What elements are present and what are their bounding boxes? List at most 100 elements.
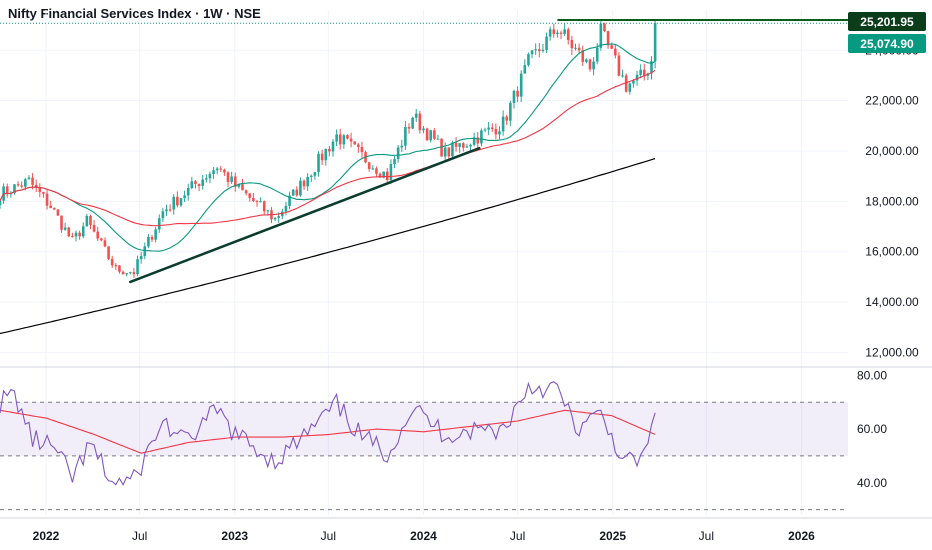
price-pane[interactable]: [0, 19, 848, 335]
candle[interactable]: [244, 189, 248, 196]
candle[interactable]: [628, 82, 632, 95]
candle[interactable]: [527, 52, 530, 67]
candle[interactable]: [400, 139, 404, 153]
candle[interactable]: [653, 20, 657, 69]
candle[interactable]: [588, 58, 592, 72]
candle[interactable]: [335, 129, 338, 147]
candle[interactable]: [367, 162, 371, 172]
candle[interactable]: [505, 114, 509, 126]
candle[interactable]: [320, 149, 324, 165]
candle[interactable]: [27, 175, 31, 180]
candle[interactable]: [107, 246, 110, 261]
candle[interactable]: [63, 222, 67, 231]
candle[interactable]: [639, 64, 642, 79]
candle[interactable]: [0, 199, 2, 209]
candle[interactable]: [208, 171, 212, 184]
candle[interactable]: [288, 191, 291, 210]
candle[interactable]: [360, 141, 364, 158]
candle[interactable]: [404, 120, 407, 151]
candle[interactable]: [461, 141, 465, 152]
support-trendline[interactable]: [129, 146, 481, 284]
candle[interactable]: [389, 159, 393, 185]
candle[interactable]: [407, 123, 411, 134]
candle[interactable]: [487, 121, 490, 136]
candle[interactable]: [125, 273, 128, 277]
candle[interactable]: [230, 171, 233, 184]
candle[interactable]: [472, 132, 476, 147]
candle[interactable]: [642, 63, 646, 81]
candle[interactable]: [205, 174, 208, 183]
candle[interactable]: [259, 197, 262, 203]
candle[interactable]: [52, 207, 56, 210]
candle[interactable]: [176, 191, 179, 208]
candle[interactable]: [183, 190, 186, 203]
candle[interactable]: [614, 44, 617, 59]
candle[interactable]: [480, 128, 483, 147]
candle[interactable]: [78, 230, 81, 240]
candle[interactable]: [650, 56, 653, 80]
candle[interactable]: [317, 151, 320, 177]
candle[interactable]: [262, 200, 266, 215]
candle[interactable]: [233, 172, 237, 192]
candle[interactable]: [110, 255, 114, 268]
candle[interactable]: [512, 89, 516, 109]
candle[interactable]: [103, 237, 107, 248]
candle[interactable]: [34, 179, 38, 193]
candle[interactable]: [396, 145, 400, 163]
candle[interactable]: [100, 237, 103, 242]
candle[interactable]: [194, 179, 197, 189]
candle[interactable]: [121, 270, 125, 275]
candle[interactable]: [42, 191, 45, 198]
candle[interactable]: [45, 190, 49, 210]
candle[interactable]: [49, 200, 52, 209]
candle[interactable]: [85, 213, 89, 227]
candle[interactable]: [603, 22, 606, 33]
candle[interactable]: [147, 234, 150, 249]
candle[interactable]: [574, 43, 577, 51]
candle[interactable]: [165, 204, 168, 216]
candle[interactable]: [476, 132, 480, 149]
candle[interactable]: [273, 217, 277, 222]
candle[interactable]: [284, 201, 288, 216]
candle[interactable]: [581, 45, 585, 66]
candle[interactable]: [570, 35, 574, 56]
candle[interactable]: [215, 166, 219, 175]
candle[interactable]: [16, 181, 20, 187]
candle[interactable]: [541, 43, 545, 53]
candle[interactable]: [440, 138, 443, 157]
candle[interactable]: [592, 57, 595, 76]
candle[interactable]: [96, 226, 100, 242]
candle[interactable]: [223, 168, 226, 176]
candle[interactable]: [128, 271, 132, 275]
candle[interactable]: [509, 100, 512, 127]
candle[interactable]: [309, 174, 313, 183]
candle[interactable]: [291, 189, 295, 196]
candle[interactable]: [313, 171, 317, 180]
candle[interactable]: [552, 23, 556, 38]
candle[interactable]: [331, 138, 335, 157]
candle[interactable]: [501, 110, 505, 136]
candle[interactable]: [349, 132, 353, 148]
candle[interactable]: [241, 178, 244, 191]
candle[interactable]: [71, 232, 74, 238]
candle[interactable]: [411, 116, 414, 130]
candle[interactable]: [172, 194, 176, 215]
candle[interactable]: [20, 181, 24, 189]
candle[interactable]: [494, 123, 498, 140]
candle[interactable]: [132, 267, 136, 278]
candle[interactable]: [248, 193, 252, 202]
candle[interactable]: [353, 141, 357, 145]
candle[interactable]: [429, 129, 433, 143]
candle[interactable]: [306, 173, 309, 191]
candle[interactable]: [498, 126, 501, 140]
candle[interactable]: [81, 222, 85, 239]
candle[interactable]: [118, 265, 121, 274]
candle[interactable]: [577, 43, 581, 55]
candle[interactable]: [490, 123, 494, 133]
candle[interactable]: [346, 134, 349, 140]
candle[interactable]: [168, 204, 172, 212]
candle[interactable]: [563, 23, 566, 37]
candle[interactable]: [255, 199, 259, 207]
candle[interactable]: [585, 58, 588, 64]
